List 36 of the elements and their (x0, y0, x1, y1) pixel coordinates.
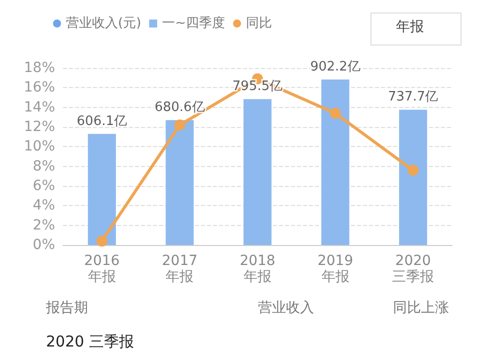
y-tick-label: 8% (32, 158, 55, 174)
legend-label: 一~四季度 (162, 15, 226, 31)
y-tick-label: 4% (32, 198, 55, 214)
x-tick-label: 2017 年报 (162, 253, 198, 285)
y-tick-label: 2% (32, 217, 55, 234)
point (96, 236, 108, 247)
y-tick-label: 18% (24, 60, 55, 76)
y-tick-label: 6% (32, 178, 55, 194)
text: 同比上涨 (393, 300, 449, 316)
bar (399, 110, 428, 245)
data-label: 680.6亿 (154, 100, 205, 116)
text: 报告期 (45, 300, 88, 316)
y-tick-label: 12% (24, 119, 55, 135)
data-label: 737.7亿 (388, 90, 438, 105)
legend-label: 同比 (246, 16, 272, 31)
y-tick-label: 10% (24, 138, 55, 155)
text: 2020 三季报 (46, 332, 134, 350)
text: 年报 (396, 19, 424, 35)
x-tick-label: 2019 年报 (317, 253, 354, 285)
data-label: 606.1亿 (76, 114, 128, 129)
bar (166, 120, 194, 245)
bar (321, 80, 350, 245)
bar (88, 134, 116, 245)
y-tick-label: 0% (32, 237, 55, 253)
x-tick-label: 2016 年报 (84, 253, 120, 285)
data-label: 902.2亿 (310, 60, 360, 75)
bar (243, 99, 272, 245)
y-tick-label: 16% (24, 80, 55, 96)
point (174, 120, 186, 131)
legend-label: 营业收入(元) (66, 16, 142, 31)
text: 营业收入 (258, 300, 314, 316)
x-tick-label: 2020 三季报 (392, 253, 434, 285)
point (330, 108, 341, 119)
point (408, 164, 419, 176)
y-tick-label: 14% (24, 99, 55, 116)
x-tick-label: 2018 年报 (240, 253, 276, 285)
